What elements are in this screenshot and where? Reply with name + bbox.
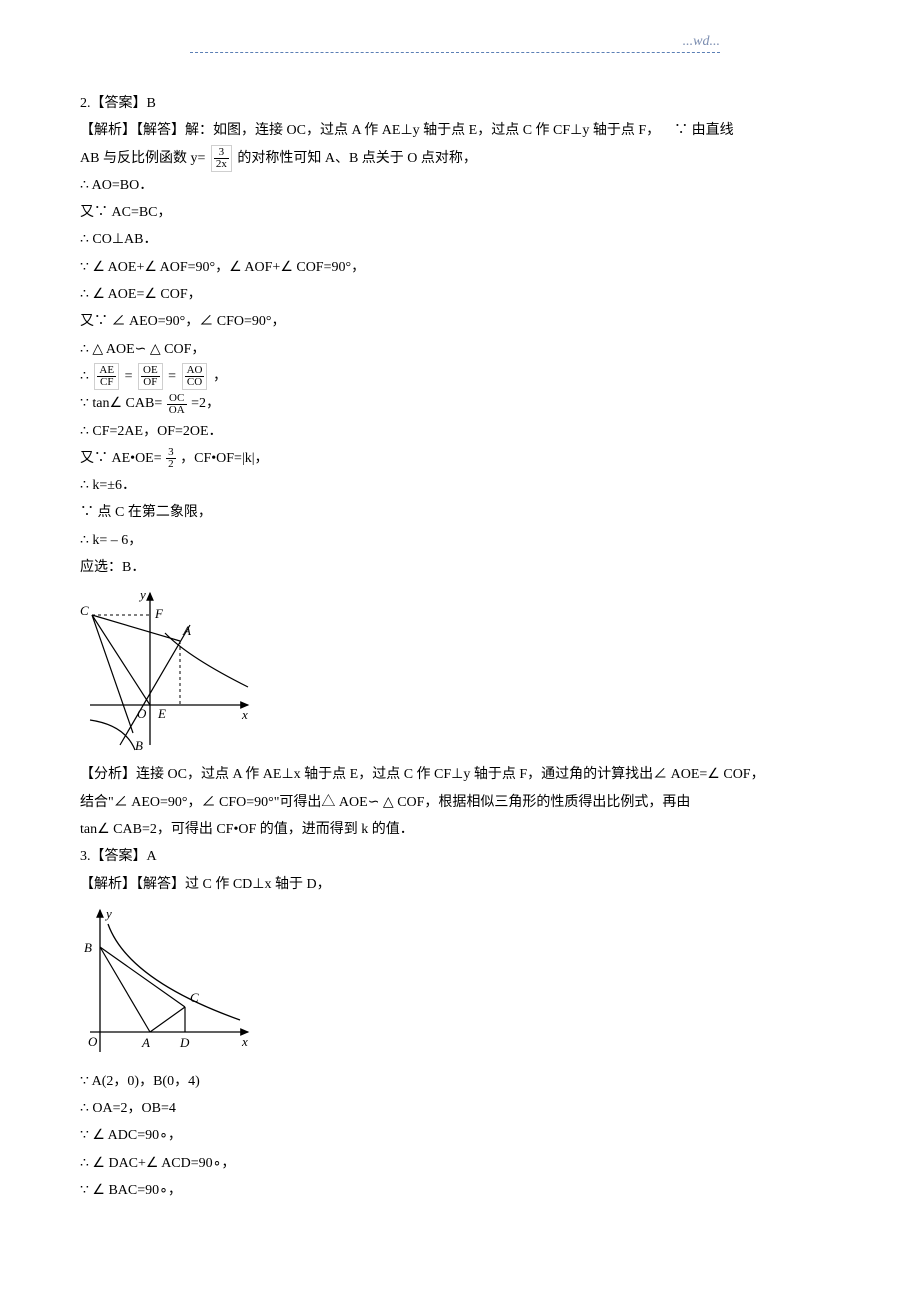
fraction-den: CO <box>185 377 205 388</box>
text: =2， <box>191 396 220 411</box>
text-line: ∴ AE CF = OE OF = AO CO ， <box>80 363 840 390</box>
text-line: ∴ k= – 6， <box>80 527 840 554</box>
label-D: D <box>179 1035 190 1050</box>
text-line: 又∵ AC=BC， <box>80 199 840 226</box>
label-F: F <box>154 606 164 621</box>
text-line: 又∵ ∠ AEO=90°，∠ CFO=90°， <box>80 308 840 335</box>
label-B: B <box>84 940 92 955</box>
text: ， <box>213 369 227 384</box>
text: 又∵ AE•OE= <box>80 451 165 466</box>
page-content: 2.【答案】B 【解析】【解答】解：如图，连接 OC，过点 A 作 AE⊥y 轴… <box>0 60 920 1244</box>
fraction-num: OC <box>167 393 187 405</box>
text-line: 3.【答案】A <box>80 843 840 870</box>
axis-label-y: y <box>104 906 112 921</box>
text: AB 与反比例函数 y= <box>80 151 205 166</box>
label-A: A <box>141 1035 150 1050</box>
axis-label-x: x <box>241 707 248 722</box>
text-line: ∵ A(2，0)，B(0，4) <box>80 1068 840 1095</box>
text-line: 结合"∠ AEO=90°，∠ CFO=90°"可得出△ AOE∽ △ COF，根… <box>80 789 840 816</box>
axis-label-y: y <box>138 587 146 602</box>
text-line: 【解析】【解答】过 C 作 CD⊥x 轴于 D， <box>80 871 840 898</box>
text-line: 应选：B． <box>80 554 840 581</box>
text-line: 【分析】连接 OC，过点 A 作 AE⊥x 轴于点 E，过点 C 作 CF⊥y … <box>80 761 840 788</box>
header-dashline <box>190 52 720 53</box>
text-line: tan∠ CAB=2，可得出 CF•OF 的值，进而得到 k 的值． <box>80 816 840 843</box>
fraction-den: 2 <box>166 459 176 470</box>
text-line: AB 与反比例函数 y= 3 2x 的对称性可知 A、B 点关于 O 点对称， <box>80 145 840 172</box>
text-line: ∵ ∠ ADC=90∘， <box>80 1122 840 1149</box>
text-line: ∴ ∠ DAC+∠ ACD=90∘， <box>80 1150 840 1177</box>
label-O: O <box>88 1034 98 1049</box>
text-line: 【解析】【解答】解：如图，连接 OC，过点 A 作 AE⊥y 轴于点 E，过点 … <box>80 117 840 144</box>
diagram-1: y x O E F A B C <box>80 585 258 755</box>
label-C: C <box>80 603 89 618</box>
text-line: 又∵ AE•OE= 3 2 ，CF•OF=|k|， <box>80 445 840 472</box>
fraction: 3 2 <box>166 447 176 470</box>
fraction: OE OF <box>138 363 163 390</box>
label-A: A <box>182 623 191 638</box>
text: ∴ <box>80 369 92 384</box>
fraction: AO CO <box>182 363 208 390</box>
text-line: ∴ CF=2AE，OF=2OE． <box>80 418 840 445</box>
text-line: ∵ 点 C 在第二象限， <box>80 499 840 526</box>
text-line: ∵ ∠ BAC=90∘， <box>80 1177 840 1204</box>
header-wd: ...wd... <box>683 34 720 50</box>
text-line: ∴ ∠ AOE=∠ COF， <box>80 281 840 308</box>
fraction: AE CF <box>94 363 119 390</box>
fraction-den: CF <box>97 377 116 388</box>
text: = <box>125 369 136 384</box>
text-line: ∴ CO⊥AB． <box>80 226 840 253</box>
label-B: B <box>135 738 143 753</box>
diagram-2: y x O B C A D <box>80 902 258 1062</box>
text-line: ∵ ∠ AOE+∠ AOF=90°，∠ AOF+∠ COF=90°， <box>80 254 840 281</box>
text: ∵ 由直线 <box>674 123 734 138</box>
fraction-den: OA <box>167 405 187 416</box>
text-line: ∴ AO=BO． <box>80 172 840 199</box>
axis-label-x: x <box>241 1034 248 1049</box>
text: 的对称性可知 A、B 点关于 O 点对称， <box>237 151 477 166</box>
text: = <box>168 369 179 384</box>
label-O: O <box>137 706 147 721</box>
text-line: ∴ OA=2，OB=4 <box>80 1095 840 1122</box>
text-line: ∴ k=±6． <box>80 472 840 499</box>
fraction-den: OF <box>141 377 160 388</box>
fraction: OC OA <box>167 393 187 416</box>
text: 【解析】【解答】解：如图，连接 OC，过点 A 作 AE⊥y 轴于点 E，过点 … <box>80 123 660 138</box>
fraction-den: 2x <box>214 159 229 170</box>
text-line: ∵ tan∠ CAB= OC OA =2， <box>80 390 840 417</box>
text-line: 2.【答案】B <box>80 90 840 117</box>
fraction: 3 2x <box>211 145 232 172</box>
text-line: ∴ △ AOE∽ △ COF， <box>80 336 840 363</box>
text: ∵ tan∠ CAB= <box>80 396 166 411</box>
text: ，CF•OF=|k|， <box>180 451 268 466</box>
label-C: C <box>190 990 199 1005</box>
label-E: E <box>157 706 166 721</box>
